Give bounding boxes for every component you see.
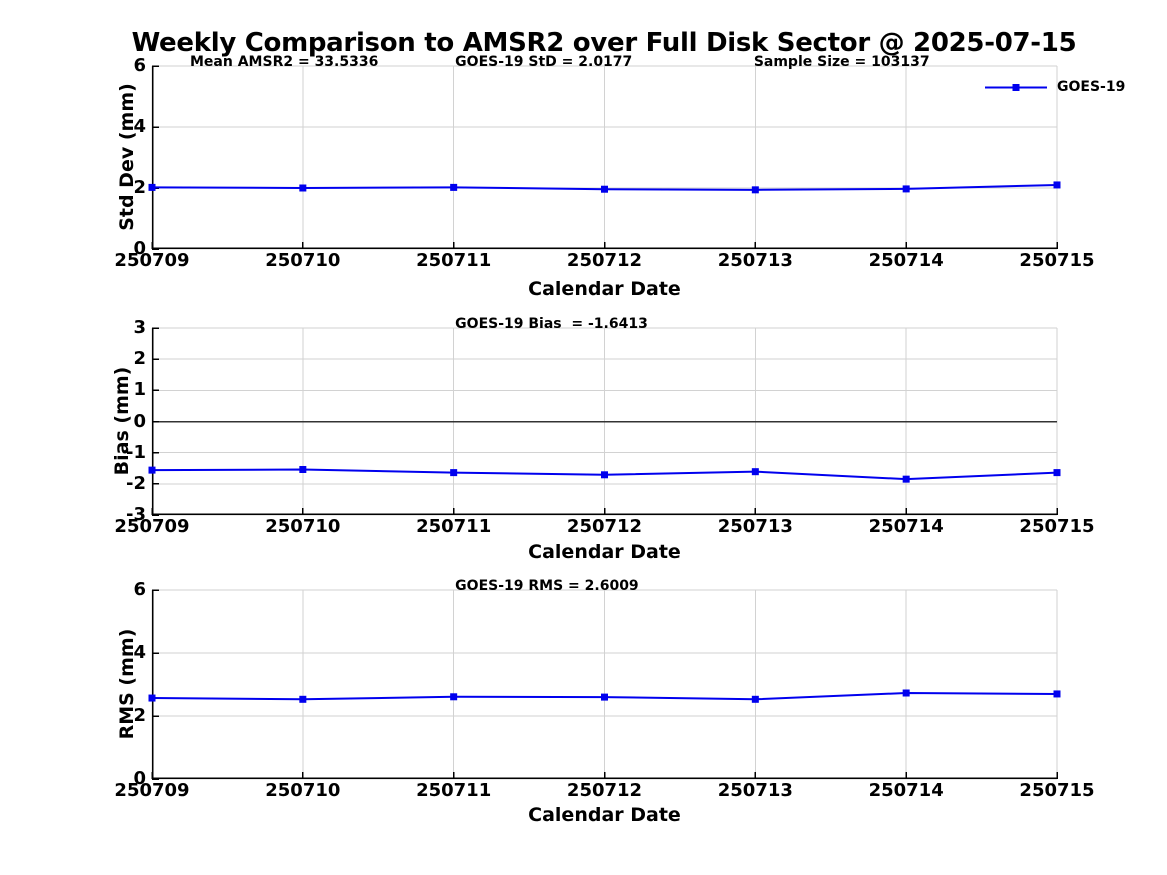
x-tick-label: 250714 — [868, 780, 944, 801]
x-tick-label: 250715 — [1019, 516, 1095, 537]
y-tick-label: -2 — [126, 472, 146, 494]
x-axis-label-2: Calendar Date — [528, 541, 681, 563]
stat-annotation: GOES-19 RMS = 2.6009 — [455, 578, 639, 594]
y-axis-label-std-dev: Std Dev (mm) — [116, 83, 138, 231]
x-axis-label-1: Calendar Date — [528, 278, 681, 300]
x-tick-label: 250711 — [416, 780, 492, 801]
y-tick-label: 4 — [133, 642, 146, 663]
x-tick-label: 250709 — [114, 780, 190, 801]
subplot-std-dev-canvas — [148, 65, 1061, 250]
x-tick-label: 250715 — [1019, 250, 1095, 271]
y-tick-label: 1 — [133, 379, 146, 401]
x-tick-label: 250713 — [717, 516, 793, 537]
subplot-bias-canvas — [148, 327, 1061, 516]
x-tick-label: 250709 — [114, 516, 190, 537]
y-tick-label: 2 — [133, 705, 146, 726]
subplot-rms-canvas — [148, 589, 1061, 780]
x-tick-label: 250710 — [265, 250, 341, 271]
stat-annotation: Sample Size = 103137 — [753, 54, 930, 70]
y-tick-label: 3 — [133, 317, 146, 338]
figure-title: Weekly Comparison to AMSR2 over Full Dis… — [131, 28, 1077, 58]
legend: GOES-19 — [984, 79, 1125, 96]
y-tick-label: -3 — [126, 504, 146, 525]
y-tick-label: 0 — [133, 238, 146, 259]
x-tick-label: 250710 — [265, 516, 341, 537]
y-tick-label: 2 — [133, 177, 146, 198]
x-tick-label: 250714 — [868, 250, 944, 271]
x-tick-label: 250713 — [717, 250, 793, 271]
x-tick-label: 250711 — [416, 516, 492, 537]
y-tick-label: 2 — [133, 348, 146, 370]
y-tick-label: 6 — [133, 579, 146, 600]
x-axis-label-3: Calendar Date — [528, 804, 681, 826]
y-tick-label: 0 — [133, 768, 146, 789]
y-tick-label: 0 — [133, 410, 146, 432]
x-tick-label: 250714 — [868, 516, 944, 537]
legend-label: GOES-19 — [1057, 79, 1126, 95]
stat-annotation: GOES-19 Bias = -1.6413 — [455, 316, 648, 332]
x-tick-label: 250711 — [416, 250, 492, 271]
x-tick-label: 250709 — [114, 250, 190, 271]
x-tick-label: 250712 — [566, 516, 643, 537]
x-tick-label: 250710 — [265, 780, 341, 801]
y-tick-label: -1 — [126, 441, 146, 463]
x-tick-label: 250712 — [566, 250, 643, 271]
legend-line-sample-icon — [985, 84, 1047, 91]
y-tick-label: 6 — [133, 55, 146, 76]
x-tick-label: 250713 — [717, 780, 793, 801]
x-tick-label: 250715 — [1019, 780, 1095, 801]
y-tick-label: 4 — [133, 116, 146, 137]
stat-annotation: Mean AMSR2 = 33.5336 — [190, 54, 379, 70]
stat-annotation: GOES-19 StD = 2.0177 — [455, 54, 633, 70]
x-tick-label: 250712 — [566, 780, 643, 801]
